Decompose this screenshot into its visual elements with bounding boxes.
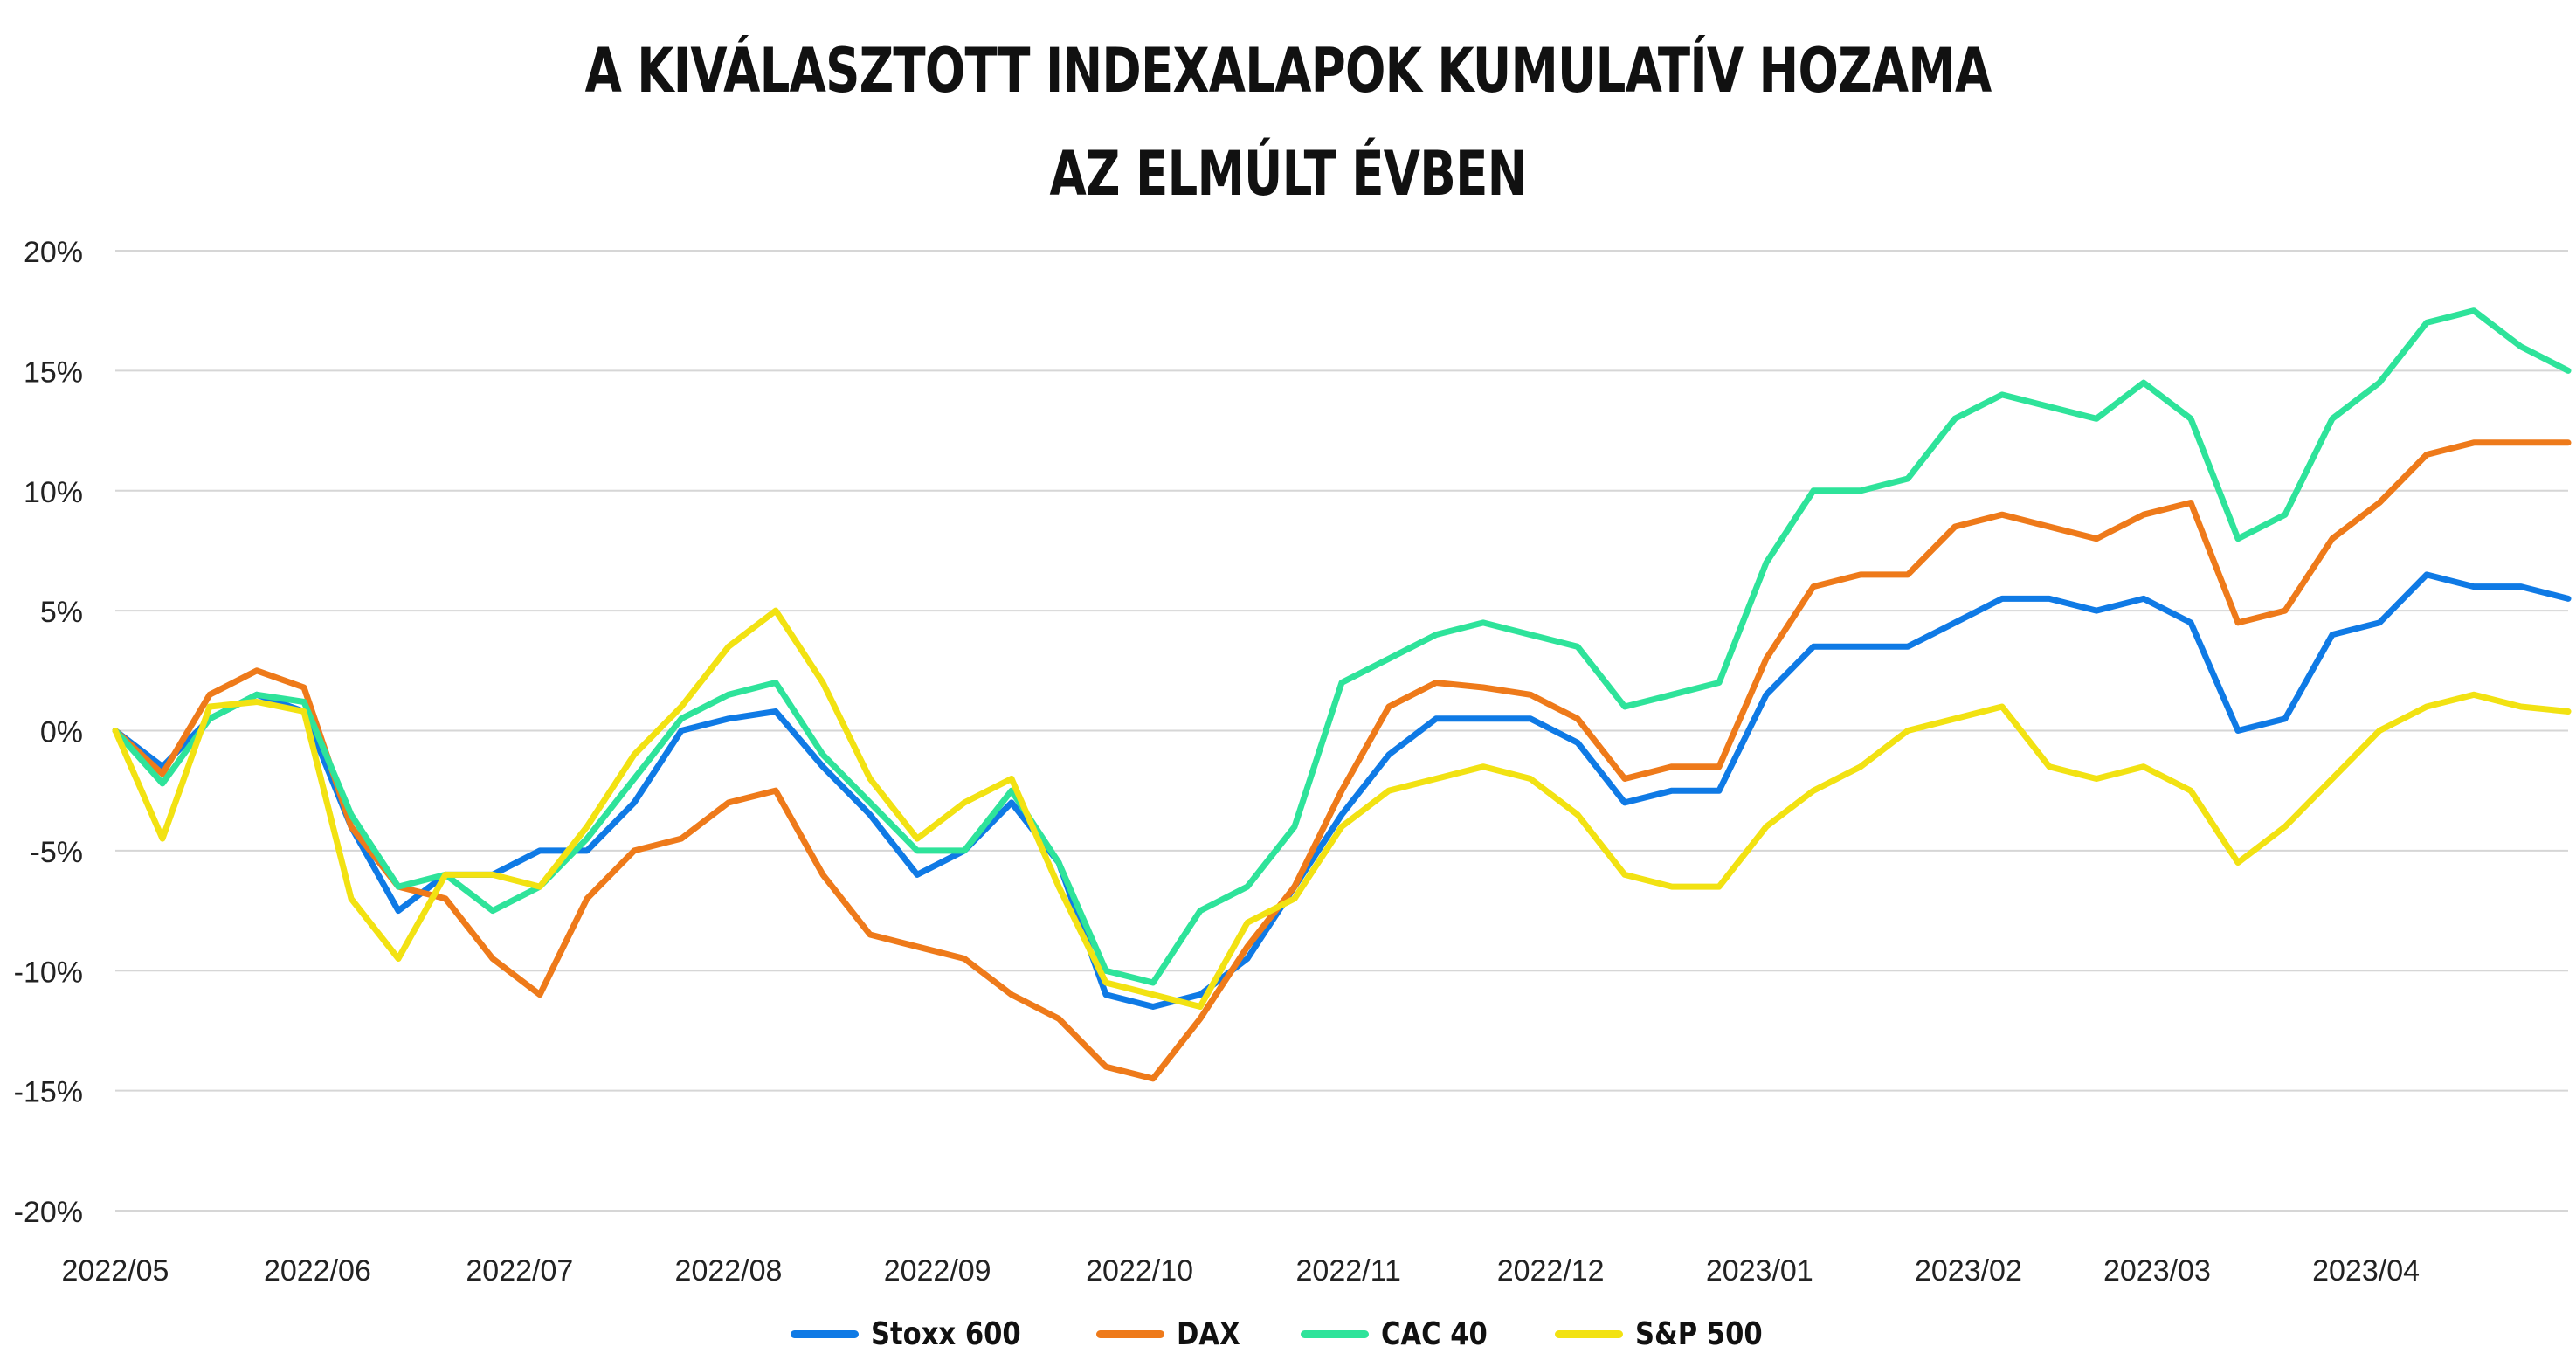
y-tick-label: 20% <box>24 236 83 269</box>
legend-swatch-sp500 <box>1555 1329 1624 1338</box>
x-tick-label: 2023/01 <box>1706 1254 1813 1288</box>
x-tick-label: 2022/11 <box>1296 1254 1401 1288</box>
legend-swatch-cac40 <box>1300 1329 1369 1338</box>
x-tick-label: 2022/08 <box>675 1254 783 1288</box>
y-tick-label: -10% <box>14 956 83 989</box>
y-tick-label: 5% <box>40 596 83 629</box>
chart-title: A KIVÁLASZTOTT INDEXALAPOK KUMULATÍV HOZ… <box>283 19 2292 225</box>
chart-title-line-1: A KIVÁLASZTOTT INDEXALAPOK KUMULATÍV HOZ… <box>584 35 1992 107</box>
legend-item-cac40: CAC 40 <box>1300 1315 1506 1352</box>
x-tick-label: 2022/09 <box>884 1254 991 1288</box>
legend-label-dax: DAX <box>1177 1315 1241 1352</box>
y-tick-label: 0% <box>40 716 83 749</box>
legend-label-cac40: CAC 40 <box>1380 1315 1488 1352</box>
y-tick-label: -15% <box>14 1076 83 1109</box>
series-line <box>112 439 2572 1082</box>
x-tick-label: 2022/05 <box>62 1254 169 1288</box>
x-tick-label: 2023/03 <box>2103 1254 2211 1288</box>
x-tick-label: 2022/06 <box>264 1254 371 1288</box>
x-tick-label: 2022/07 <box>466 1254 573 1288</box>
y-tick-label: -5% <box>31 836 83 869</box>
chart-legend: Stoxx 600 DAX CAC 40 S&P 500 <box>0 1308 2576 1360</box>
x-tick-label: 2023/02 <box>1915 1254 2022 1288</box>
y-tick-label: 15% <box>24 356 83 389</box>
y-tick-label: 10% <box>24 476 83 509</box>
y-tick-label: -20% <box>14 1196 83 1229</box>
series-line <box>112 307 2572 986</box>
chart-title-line-2: AZ ELMÚLT ÉVBEN <box>1049 138 1527 210</box>
x-tick-label: 2022/12 <box>1497 1254 1605 1288</box>
legend-item-sp500: S&P 500 <box>1555 1316 1785 1352</box>
legend-swatch-dax <box>1096 1329 1165 1338</box>
series-line <box>112 607 2572 1010</box>
series-line <box>112 571 2572 1010</box>
legend-swatch-stoxx600 <box>791 1329 860 1338</box>
x-tick-label: 2022/10 <box>1086 1254 1193 1288</box>
legend-label-sp500: S&P 500 <box>1635 1315 1763 1352</box>
x-tick-label: 2023/04 <box>2312 1254 2420 1288</box>
legend-item-stoxx600: Stoxx 600 <box>791 1316 1047 1352</box>
legend-label-stoxx600: Stoxx 600 <box>871 1315 1022 1352</box>
legend-item-dax: DAX <box>1096 1316 1252 1352</box>
